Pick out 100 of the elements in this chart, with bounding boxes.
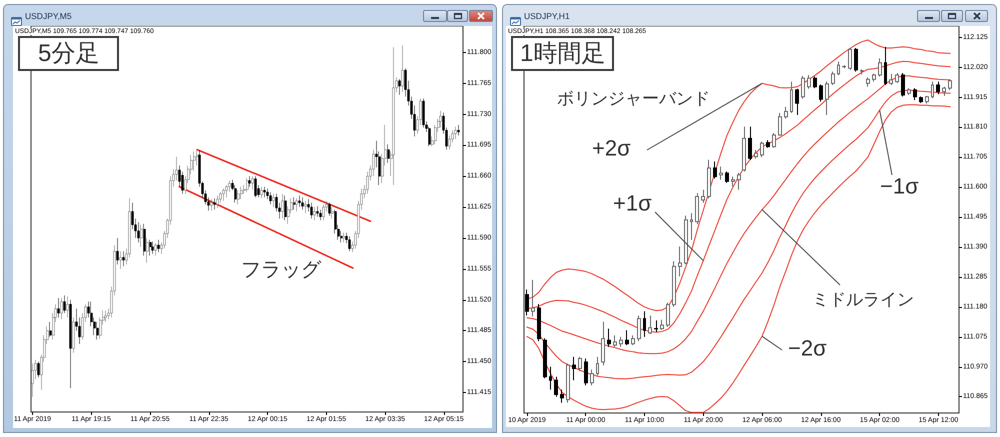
candlestick <box>643 310 646 338</box>
candlestick <box>248 176 251 188</box>
candlestick <box>690 212 693 240</box>
annotation: ミドルライン <box>812 290 914 309</box>
candlestick <box>807 74 811 90</box>
candlestick <box>213 198 216 210</box>
candlestick <box>143 224 146 256</box>
candlestick <box>554 376 558 398</box>
candlestick <box>936 81 940 95</box>
candlestick <box>790 81 793 114</box>
candlestick <box>860 68 864 75</box>
candlestick <box>784 106 788 120</box>
candlestick <box>63 295 66 314</box>
candlestick <box>342 232 345 243</box>
candlestick <box>237 190 240 205</box>
candlestick <box>825 81 829 116</box>
candlestick <box>660 319 664 330</box>
candlestick <box>713 160 717 180</box>
candlestick <box>884 46 887 86</box>
candlestick <box>719 166 723 180</box>
candlestick <box>319 209 322 221</box>
candlestick <box>919 96 923 104</box>
candlestick <box>69 300 72 388</box>
candlestick <box>931 81 934 99</box>
candlestick <box>560 389 564 404</box>
candlestick <box>901 72 905 97</box>
annotation: フラッグ <box>241 259 322 281</box>
candlestick <box>854 47 858 72</box>
candlestick <box>772 132 776 148</box>
candlestick <box>263 186 266 198</box>
candlestick <box>889 73 893 86</box>
candlestick <box>701 189 705 204</box>
candlestick <box>848 47 852 70</box>
candlestick <box>398 78 401 96</box>
candlestick <box>613 334 617 348</box>
candlestick <box>813 76 817 89</box>
candlestick <box>578 356 582 372</box>
annotation: ボリンジャーバンド <box>557 89 710 108</box>
candlestick <box>454 126 457 140</box>
candlestick <box>819 84 823 102</box>
candlestick <box>748 126 752 161</box>
candlestick <box>942 86 946 96</box>
candlestick <box>254 176 257 198</box>
candlestick <box>157 240 160 252</box>
candlestick <box>625 330 629 346</box>
candlestick <box>104 310 107 322</box>
candlestick <box>96 322 99 340</box>
candlestick <box>316 206 319 218</box>
candlestick <box>666 302 670 328</box>
candlestick <box>531 279 535 317</box>
candlestick <box>907 88 911 96</box>
annotation: +2σ <box>592 136 632 160</box>
candlestick <box>925 95 929 104</box>
candlestick <box>754 150 758 160</box>
candlestick <box>301 197 304 210</box>
candlestick <box>295 198 298 212</box>
candlestick <box>895 72 899 84</box>
candlestick <box>678 246 682 277</box>
candlestick <box>304 200 307 214</box>
candlestick <box>401 45 404 92</box>
candlestick <box>348 236 351 252</box>
annotation: +1σ <box>613 190 652 216</box>
candlestick <box>457 124 460 136</box>
candlestick <box>572 356 576 381</box>
candlestick <box>760 141 764 158</box>
candlestick <box>246 178 249 192</box>
candlestick <box>619 336 623 348</box>
candlestick <box>566 363 570 404</box>
candlestick <box>151 241 154 254</box>
candlestick <box>37 361 40 378</box>
candlestick <box>216 195 219 208</box>
candlestick <box>298 195 301 208</box>
candlestick <box>269 192 272 205</box>
candlestick <box>778 112 782 136</box>
candlestick <box>831 71 835 86</box>
candlestick <box>293 197 296 210</box>
candlestick <box>328 202 331 216</box>
text: USDJPY,H1 <box>524 11 570 22</box>
candlestick <box>590 369 594 386</box>
candlestick <box>742 126 746 172</box>
candlestick <box>149 240 152 256</box>
candlestick <box>654 320 658 333</box>
candlestick <box>210 198 213 211</box>
candlestick <box>154 243 157 256</box>
candlestick <box>795 88 799 116</box>
candlestick <box>116 238 119 265</box>
candlestick <box>387 144 390 164</box>
candlestick <box>66 296 69 318</box>
candlestick <box>372 149 375 176</box>
candlestick <box>725 170 729 184</box>
candlestick <box>251 176 254 190</box>
candlestick <box>872 73 876 82</box>
candlestick <box>272 194 275 208</box>
candlestick <box>737 172 741 190</box>
candlestick <box>322 204 325 221</box>
candlestick <box>596 356 599 376</box>
candlestick <box>439 110 442 128</box>
candlestick <box>584 358 588 386</box>
candlestick <box>648 314 652 335</box>
candlestick <box>60 298 63 320</box>
